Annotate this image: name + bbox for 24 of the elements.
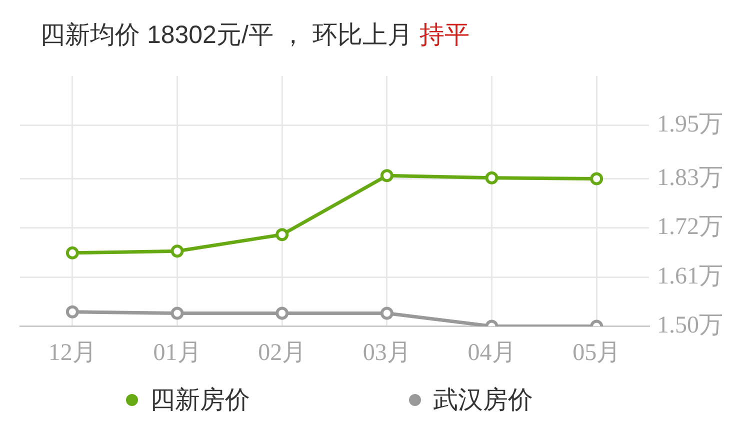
point (276, 228, 289, 242)
y-tick-label: 1.50万 (657, 312, 723, 338)
x-tick-label: 12月 (48, 340, 96, 366)
point (66, 246, 79, 260)
x-tick-label: 02月 (258, 340, 306, 366)
point (590, 172, 604, 186)
point (276, 306, 289, 320)
y-tick-label: 1.83万 (657, 165, 723, 192)
y-tick-label: 1.95万 (657, 111, 723, 138)
chart-title: 四新均价 18302元/平 ， 环比上月 持平 (40, 21, 470, 49)
legend-label: 武汉房价 (433, 385, 533, 415)
legend-label: 四新房价 (150, 385, 250, 415)
point (380, 306, 394, 320)
x-tick-label: 05月 (572, 340, 621, 366)
point (170, 244, 184, 258)
y-tick-label: 1.61万 (657, 263, 723, 290)
point (170, 306, 184, 320)
x-tick-label: 04月 (468, 340, 516, 366)
y-tick-label: 1.72万 (657, 214, 723, 240)
point (485, 171, 498, 184)
point (380, 169, 394, 182)
x-tick-label: 01月 (153, 340, 202, 366)
x-tick-label: 03月 (362, 340, 411, 366)
point (66, 305, 79, 318)
